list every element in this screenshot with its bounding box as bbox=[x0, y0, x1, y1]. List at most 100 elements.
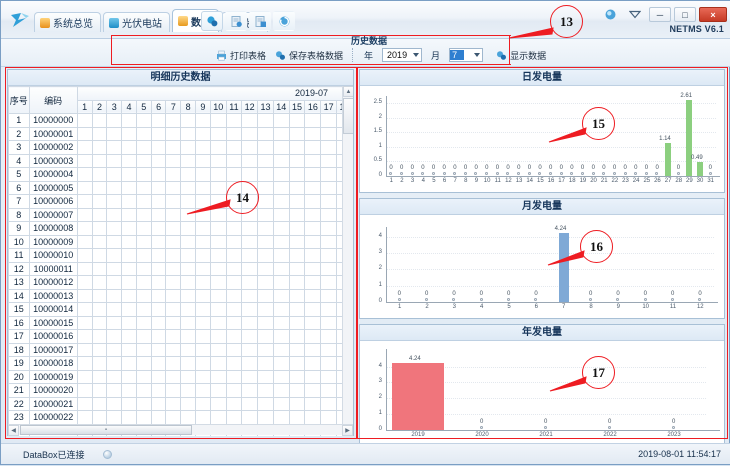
cell-value[interactable] bbox=[180, 356, 197, 371]
cell-value[interactable] bbox=[304, 113, 322, 128]
cell-value[interactable] bbox=[150, 180, 167, 195]
cell-value[interactable] bbox=[180, 194, 197, 209]
cell-value[interactable] bbox=[165, 342, 182, 357]
table-row[interactable]: 6 10000005 bbox=[8, 180, 353, 195]
cell-value[interactable] bbox=[121, 410, 137, 425]
cell-value[interactable] bbox=[320, 396, 338, 411]
cell-value[interactable] bbox=[121, 221, 137, 236]
cell-value[interactable] bbox=[272, 342, 290, 357]
cell-value[interactable] bbox=[241, 356, 259, 371]
cell-value[interactable] bbox=[304, 153, 322, 168]
cell-value[interactable] bbox=[288, 315, 306, 330]
cell-value[interactable] bbox=[165, 140, 182, 155]
cell-value[interactable] bbox=[195, 221, 211, 236]
cell-value[interactable] bbox=[241, 288, 259, 303]
cell-value[interactable] bbox=[241, 261, 259, 276]
cell-value[interactable] bbox=[91, 194, 108, 209]
cell-value[interactable] bbox=[76, 356, 93, 371]
cell-value[interactable] bbox=[135, 261, 152, 276]
cell-value[interactable] bbox=[195, 248, 211, 263]
table-horizontal-scrollbar[interactable]: ◀ ▪ ▶ bbox=[8, 424, 353, 436]
cell-value[interactable] bbox=[150, 153, 167, 168]
cell-value[interactable] bbox=[180, 207, 197, 222]
cell-value[interactable] bbox=[225, 302, 243, 317]
cell-value[interactable] bbox=[257, 342, 274, 357]
cell-value[interactable] bbox=[225, 221, 243, 236]
cell-value[interactable] bbox=[272, 288, 290, 303]
cell-value[interactable] bbox=[150, 194, 167, 209]
cell-value[interactable] bbox=[209, 369, 227, 384]
cell-value[interactable] bbox=[320, 356, 338, 371]
cell-value[interactable] bbox=[135, 396, 152, 411]
cell-value[interactable] bbox=[304, 167, 322, 182]
cell-value[interactable] bbox=[257, 396, 274, 411]
cell-value[interactable] bbox=[288, 140, 306, 155]
cell-value[interactable] bbox=[209, 275, 227, 290]
cell-value[interactable] bbox=[241, 396, 259, 411]
cell-value[interactable] bbox=[91, 207, 108, 222]
cell-value[interactable] bbox=[76, 329, 93, 344]
cell-value[interactable] bbox=[225, 234, 243, 249]
cell-value[interactable] bbox=[241, 126, 259, 141]
cell-value[interactable] bbox=[304, 140, 322, 155]
cell-value[interactable] bbox=[272, 140, 290, 155]
toolbar-button-link[interactable] bbox=[201, 11, 223, 31]
cell-value[interactable] bbox=[150, 234, 167, 249]
cell-value[interactable] bbox=[209, 261, 227, 276]
cell-value[interactable] bbox=[91, 329, 108, 344]
cell-value[interactable] bbox=[76, 410, 93, 425]
cell-value[interactable] bbox=[225, 329, 243, 344]
cell-value[interactable] bbox=[91, 342, 108, 357]
cell-value[interactable] bbox=[241, 248, 259, 263]
cell-value[interactable] bbox=[304, 383, 322, 398]
tab-solar-plant[interactable]: 光伏电站 bbox=[103, 12, 170, 32]
cell-value[interactable] bbox=[76, 140, 93, 155]
cell-value[interactable] bbox=[165, 329, 182, 344]
cell-value[interactable] bbox=[320, 167, 338, 182]
cell-value[interactable] bbox=[241, 153, 259, 168]
cell-value[interactable] bbox=[195, 288, 211, 303]
cell-value[interactable] bbox=[288, 113, 306, 128]
cell-value[interactable] bbox=[91, 153, 108, 168]
cell-value[interactable] bbox=[76, 261, 93, 276]
scroll-right-icon[interactable]: ▶ bbox=[342, 424, 353, 436]
minimize-button[interactable]: ─ bbox=[649, 7, 671, 22]
cell-value[interactable] bbox=[91, 113, 108, 128]
cell-value[interactable] bbox=[195, 329, 211, 344]
cell-value[interactable] bbox=[121, 180, 137, 195]
cell-value[interactable] bbox=[257, 180, 274, 195]
cell-value[interactable] bbox=[76, 302, 93, 317]
cell-value[interactable] bbox=[150, 113, 167, 128]
cell-value[interactable] bbox=[304, 261, 322, 276]
show-data-button[interactable]: 显示数据 bbox=[496, 49, 546, 62]
table-row[interactable]: 13 10000012 bbox=[8, 275, 353, 290]
cell-value[interactable] bbox=[135, 167, 152, 182]
cell-value[interactable] bbox=[180, 342, 197, 357]
cell-value[interactable] bbox=[320, 221, 338, 236]
cell-value[interactable] bbox=[106, 356, 123, 371]
cell-value[interactable] bbox=[91, 140, 108, 155]
cell-value[interactable] bbox=[76, 315, 93, 330]
cell-value[interactable] bbox=[209, 113, 227, 128]
cell-value[interactable] bbox=[91, 383, 108, 398]
cell-value[interactable] bbox=[304, 194, 322, 209]
cell-value[interactable] bbox=[304, 221, 322, 236]
cell-value[interactable] bbox=[241, 275, 259, 290]
cell-value[interactable] bbox=[288, 369, 306, 384]
cell-value[interactable] bbox=[91, 396, 108, 411]
cell-value[interactable] bbox=[106, 194, 123, 209]
cell-value[interactable] bbox=[180, 315, 197, 330]
cell-value[interactable] bbox=[288, 194, 306, 209]
cell-value[interactable] bbox=[165, 275, 182, 290]
cell-value[interactable] bbox=[288, 180, 306, 195]
cell-value[interactable] bbox=[195, 410, 211, 425]
cell-value[interactable] bbox=[225, 261, 243, 276]
cell-value[interactable] bbox=[150, 369, 167, 384]
cell-value[interactable] bbox=[288, 356, 306, 371]
cell-value[interactable] bbox=[150, 288, 167, 303]
cell-value[interactable] bbox=[150, 383, 167, 398]
cell-value[interactable] bbox=[195, 383, 211, 398]
cell-value[interactable] bbox=[76, 369, 93, 384]
cell-value[interactable] bbox=[121, 315, 137, 330]
cell-value[interactable] bbox=[272, 113, 290, 128]
